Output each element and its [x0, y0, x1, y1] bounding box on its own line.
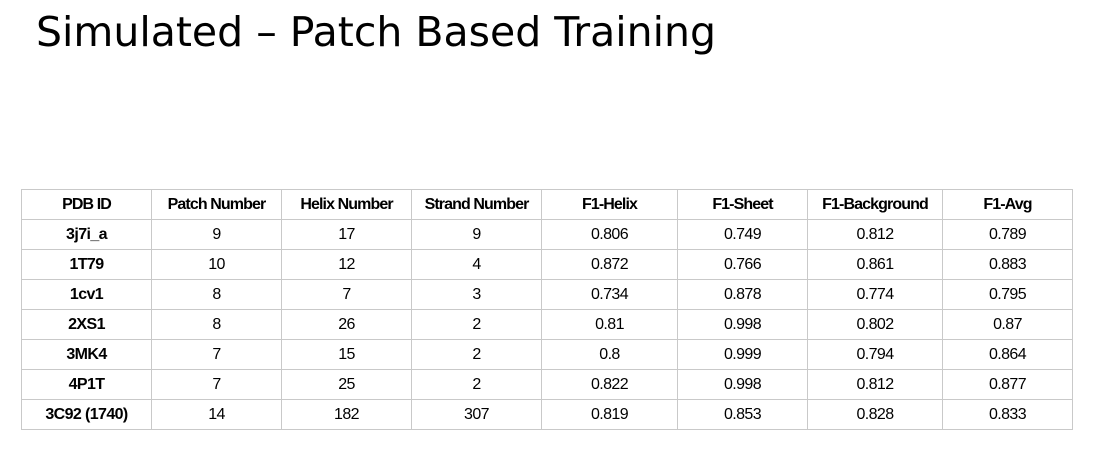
cell-helix-number: 17 — [281, 219, 412, 250]
cell-pdb-id: 3MK4 — [21, 339, 152, 370]
cell-f1-helix: 0.8 — [541, 339, 678, 370]
table-row: 3j7i_a 9 17 9 0.806 0.749 0.812 0.789 — [21, 219, 1073, 250]
cell-f1-avg: 0.864 — [942, 339, 1073, 370]
cell-pdb-id: 1T79 — [21, 249, 152, 280]
header-f1-avg: F1-Avg — [942, 189, 1073, 220]
cell-f1-sheet: 0.998 — [677, 369, 808, 400]
table-row: 1cv1 8 7 3 0.734 0.878 0.774 0.795 — [21, 279, 1073, 310]
cell-helix-number: 15 — [281, 339, 412, 370]
cell-f1-sheet: 0.998 — [677, 309, 808, 340]
cell-strand-number: 9 — [411, 219, 542, 250]
cell-strand-number: 4 — [411, 249, 542, 280]
cell-f1-sheet: 0.878 — [677, 279, 808, 310]
header-strand-number: Strand Number — [411, 189, 542, 220]
cell-f1-avg: 0.833 — [942, 399, 1073, 430]
cell-pdb-id: 3j7i_a — [21, 219, 152, 250]
cell-helix-number: 12 — [281, 249, 412, 280]
table-row: 3MK4 7 15 2 0.8 0.999 0.794 0.864 — [21, 339, 1073, 370]
cell-helix-number: 25 — [281, 369, 412, 400]
cell-patch-number: 8 — [151, 309, 282, 340]
cell-f1-background: 0.802 — [807, 309, 943, 340]
cell-f1-helix: 0.872 — [541, 249, 678, 280]
table-row: 3C92 (1740) 14 182 307 0.819 0.853 0.828… — [21, 399, 1073, 430]
cell-f1-sheet: 0.766 — [677, 249, 808, 280]
table-row: 4P1T 7 25 2 0.822 0.998 0.812 0.877 — [21, 369, 1073, 400]
cell-f1-background: 0.812 — [807, 219, 943, 250]
cell-patch-number: 7 — [151, 339, 282, 370]
cell-pdb-id: 3C92 (1740) — [21, 399, 152, 430]
cell-strand-number: 307 — [411, 399, 542, 430]
cell-helix-number: 26 — [281, 309, 412, 340]
cell-f1-avg: 0.789 — [942, 219, 1073, 250]
cell-f1-avg: 0.795 — [942, 279, 1073, 310]
cell-f1-avg: 0.877 — [942, 369, 1073, 400]
cell-patch-number: 8 — [151, 279, 282, 310]
cell-f1-background: 0.812 — [807, 369, 943, 400]
cell-f1-background: 0.774 — [807, 279, 943, 310]
cell-f1-sheet: 0.853 — [677, 399, 808, 430]
cell-f1-helix: 0.819 — [541, 399, 678, 430]
cell-strand-number: 3 — [411, 279, 542, 310]
cell-patch-number: 9 — [151, 219, 282, 250]
header-patch-number: Patch Number — [151, 189, 282, 220]
slide-title: Simulated – Patch Based Training — [36, 8, 717, 56]
cell-pdb-id: 4P1T — [21, 369, 152, 400]
header-f1-helix: F1-Helix — [541, 189, 678, 220]
cell-pdb-id: 2XS1 — [21, 309, 152, 340]
cell-strand-number: 2 — [411, 339, 542, 370]
results-table: PDB ID Patch Number Helix Number Strand … — [21, 189, 1073, 430]
cell-strand-number: 2 — [411, 309, 542, 340]
cell-strand-number: 2 — [411, 369, 542, 400]
header-pdb-id: PDB ID — [21, 189, 152, 220]
cell-f1-background: 0.861 — [807, 249, 943, 280]
header-f1-background: F1-Background — [807, 189, 943, 220]
header-helix-number: Helix Number — [281, 189, 412, 220]
table-row: 2XS1 8 26 2 0.81 0.998 0.802 0.87 — [21, 309, 1073, 340]
header-f1-sheet: F1-Sheet — [677, 189, 808, 220]
cell-f1-background: 0.828 — [807, 399, 943, 430]
cell-f1-helix: 0.806 — [541, 219, 678, 250]
cell-patch-number: 14 — [151, 399, 282, 430]
cell-patch-number: 7 — [151, 369, 282, 400]
cell-pdb-id: 1cv1 — [21, 279, 152, 310]
cell-f1-helix: 0.822 — [541, 369, 678, 400]
cell-f1-helix: 0.734 — [541, 279, 678, 310]
cell-f1-sheet: 0.749 — [677, 219, 808, 250]
cell-f1-avg: 0.87 — [942, 309, 1073, 340]
cell-patch-number: 10 — [151, 249, 282, 280]
cell-f1-sheet: 0.999 — [677, 339, 808, 370]
cell-f1-helix: 0.81 — [541, 309, 678, 340]
cell-f1-background: 0.794 — [807, 339, 943, 370]
cell-helix-number: 182 — [281, 399, 412, 430]
cell-f1-avg: 0.883 — [942, 249, 1073, 280]
cell-helix-number: 7 — [281, 279, 412, 310]
table-header-row: PDB ID Patch Number Helix Number Strand … — [21, 189, 1073, 220]
table-row: 1T79 10 12 4 0.872 0.766 0.861 0.883 — [21, 249, 1073, 280]
